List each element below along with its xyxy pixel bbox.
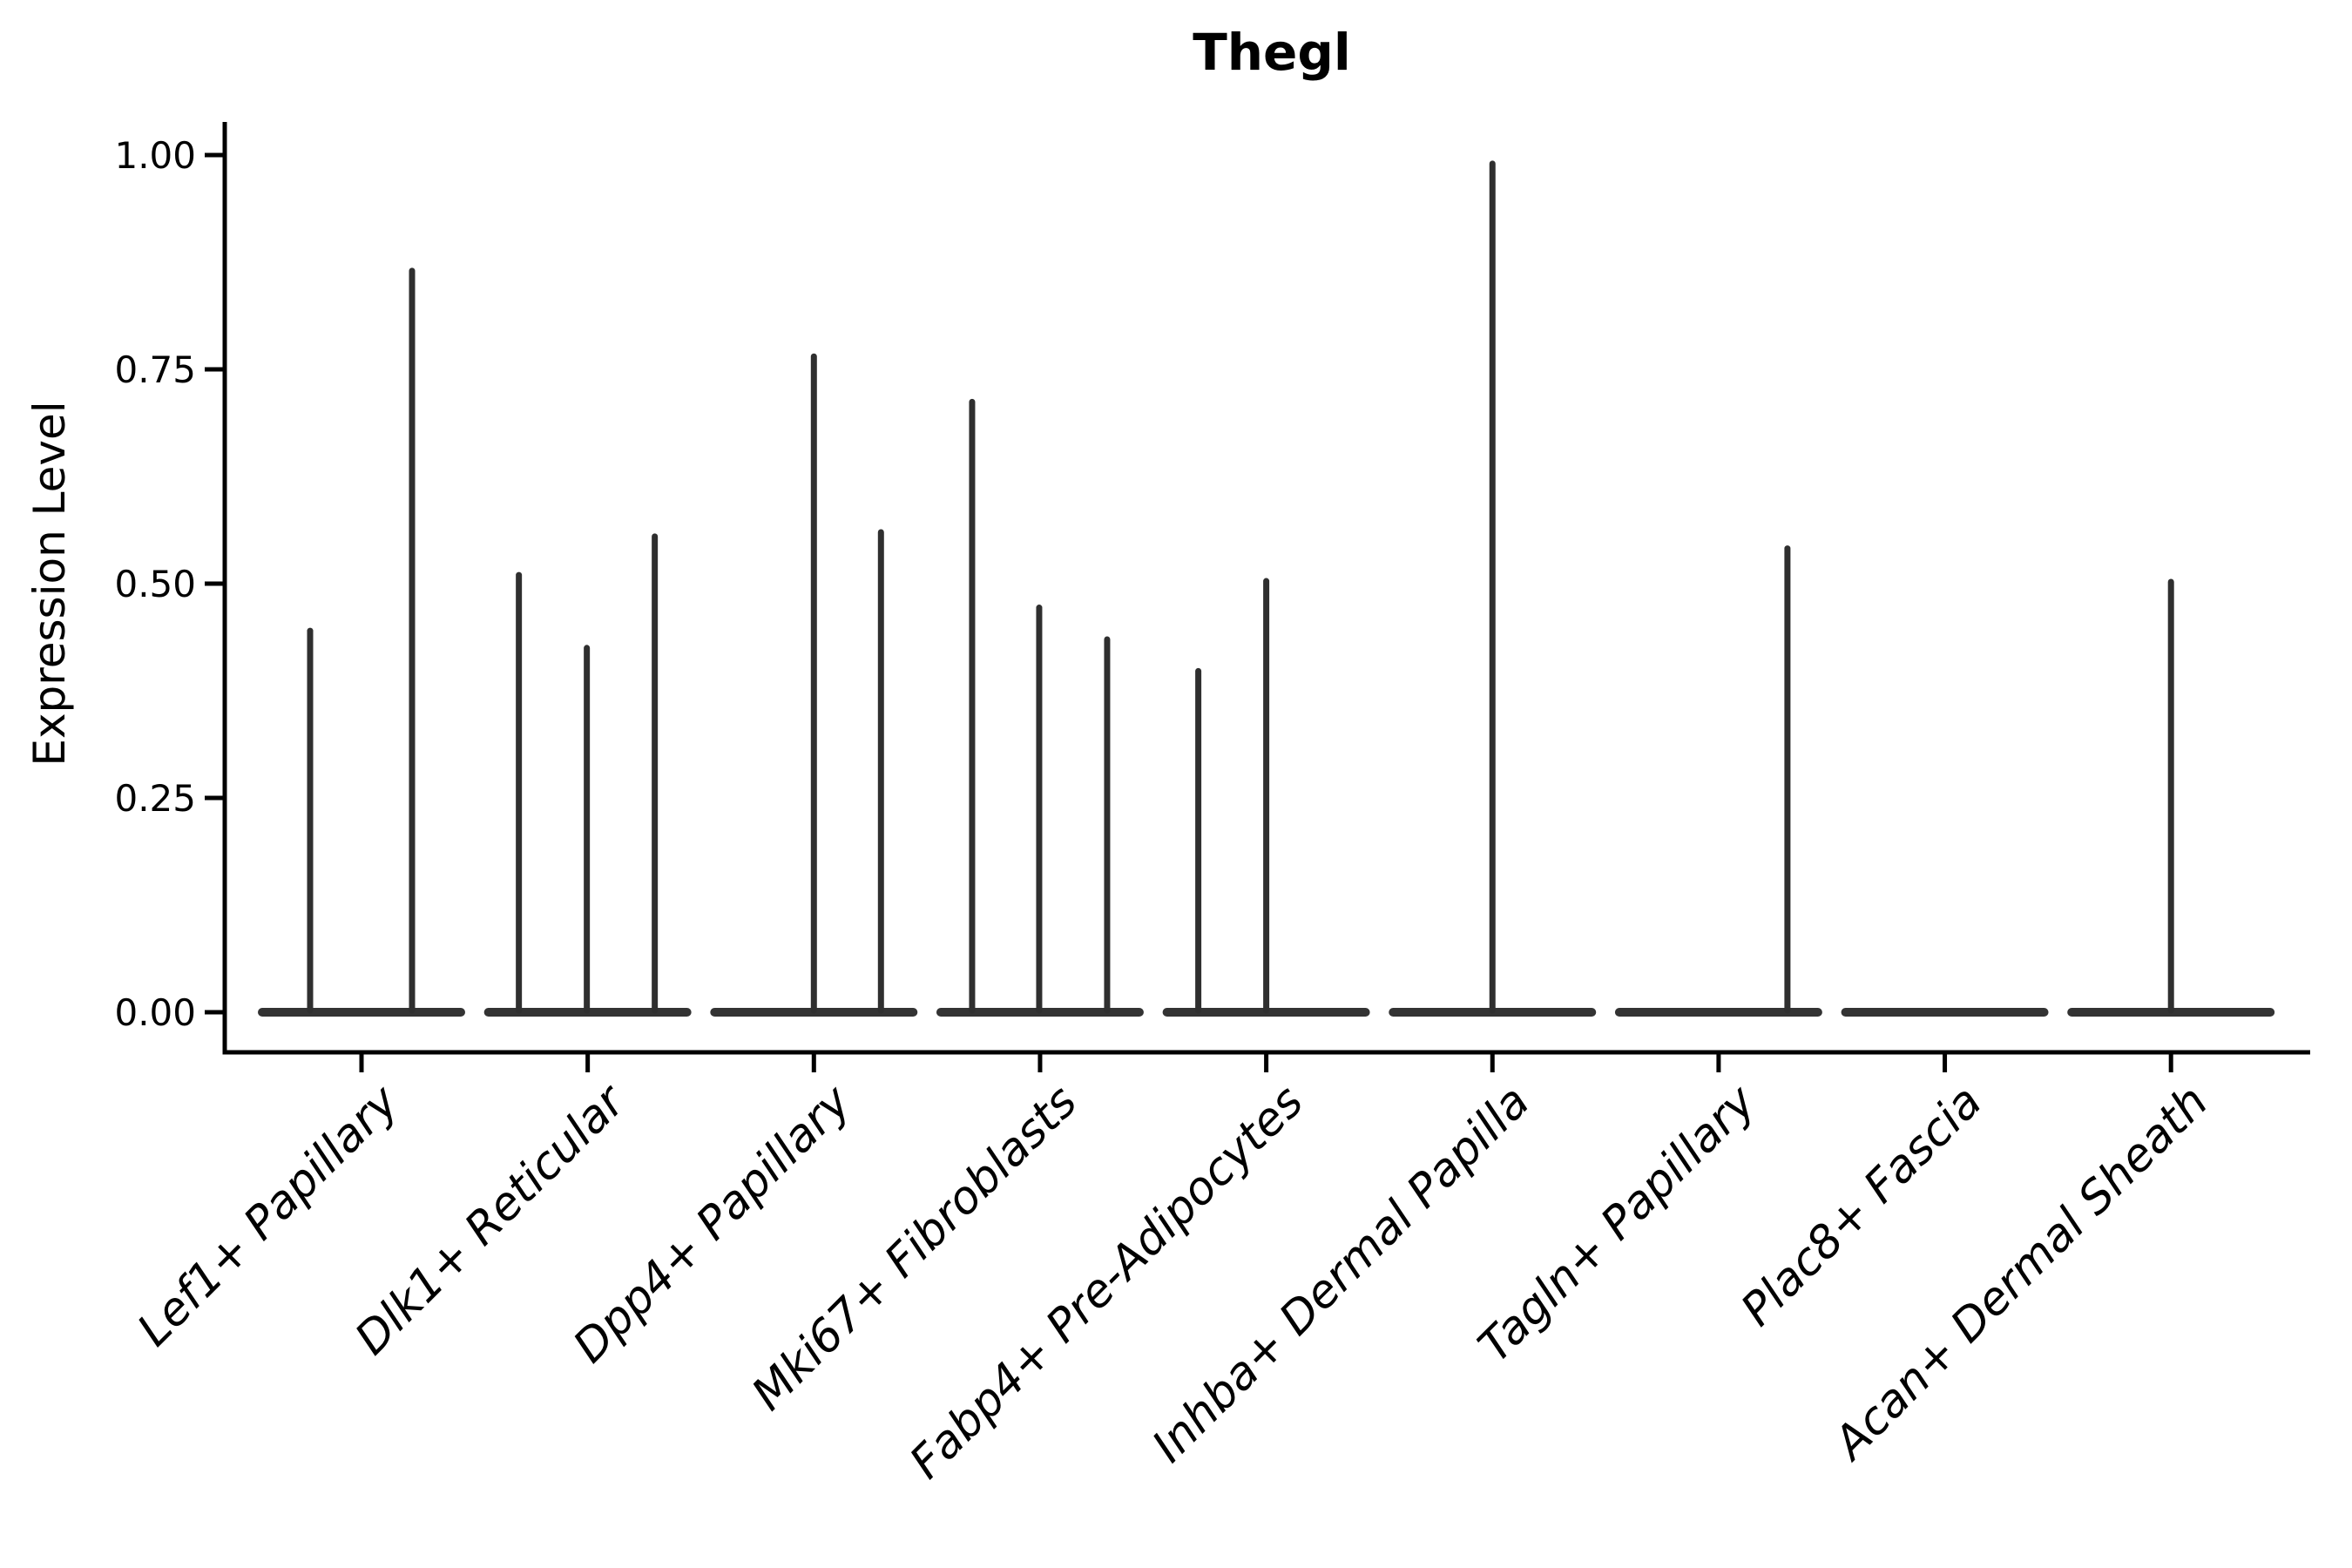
axes-layer [205,122,2310,1072]
violins-layer [258,160,2275,1017]
x-category-label: Plac8+ Fascia [1731,1076,1991,1336]
y-tick-label: 0.50 [114,563,196,605]
y-axis-label: Expression Level [24,401,75,766]
y-tick-label: 0.00 [114,991,196,1034]
x-category-label: Acan+ Dermal Sheath [1822,1076,2218,1471]
y-tick-label: 1.00 [114,134,196,177]
x-category-label: Fabp4+ Pre-Adipocytes [900,1076,1314,1490]
plot-title: Thegl [1193,23,1351,82]
violin-base [258,1008,465,1017]
y-tick-label: 0.25 [114,777,196,820]
violin-base [1841,1008,2049,1017]
violin-base [1614,1008,1822,1017]
y-tick-label: 0.75 [114,348,196,391]
x-category-label: Inhba+ Dermal Papilla [1143,1076,1540,1473]
